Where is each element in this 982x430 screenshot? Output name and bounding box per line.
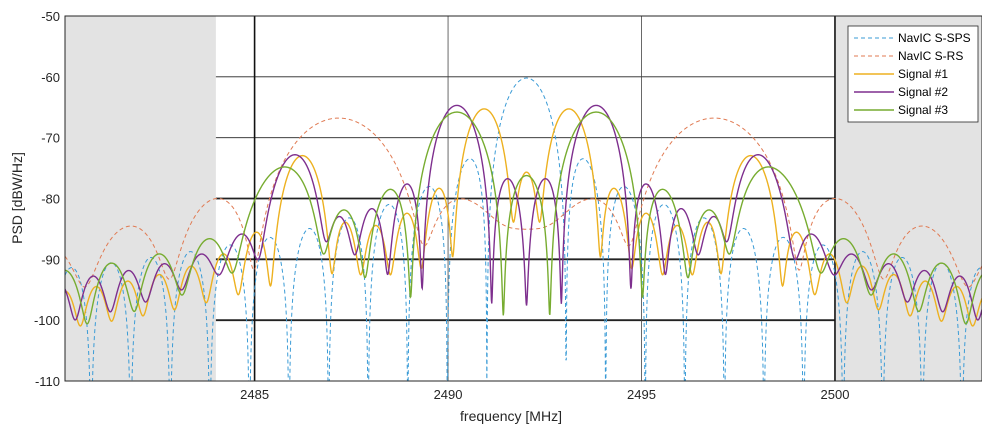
legend-label-0: NavIC S-SPS [898,31,971,45]
series-line-2 [65,108,982,327]
y-tick-label-4: -70 [41,131,60,146]
y-tick-labels: -110 -100 -90 -80 -70 -60 -50 [34,9,60,389]
y-axis-label: PSD [dBW/Hz] [9,152,25,244]
x-axis-label: frequency [MHz] [460,408,562,424]
shaded-region-0 [65,16,216,381]
y-tick-label-2: -90 [41,252,60,267]
x-tick-label-0: 2485 [240,387,269,402]
x-tick-label-2: 2495 [627,387,656,402]
legend-label-3: Signal #2 [898,85,948,99]
legend-label-4: Signal #3 [898,103,948,117]
legend: NavIC S-SPS NavIC S-RS Signal #1 Signal #2 S… [847,25,979,123]
x-tick-label-1: 2490 [434,387,463,402]
plot-frame [64,15,982,382]
legend-label-1: NavIC S-RS [898,49,963,63]
y-tick-label-1: -100 [34,313,60,328]
series-line-3 [65,104,982,321]
y-tick-label-5: -60 [41,70,60,85]
y-tick-label-6: -50 [41,9,60,24]
x-tick-label-3: 2500 [821,387,850,402]
y-tick-label-0: -110 [35,374,60,389]
series-line-4 [65,111,982,325]
y-tick-label-3: -80 [41,192,60,207]
x-tick-labels: 2485 2490 2495 2500 [240,387,849,402]
legend-label-2: Signal #1 [898,67,948,81]
series-curves [65,77,982,381]
series-line-1 [65,117,982,288]
